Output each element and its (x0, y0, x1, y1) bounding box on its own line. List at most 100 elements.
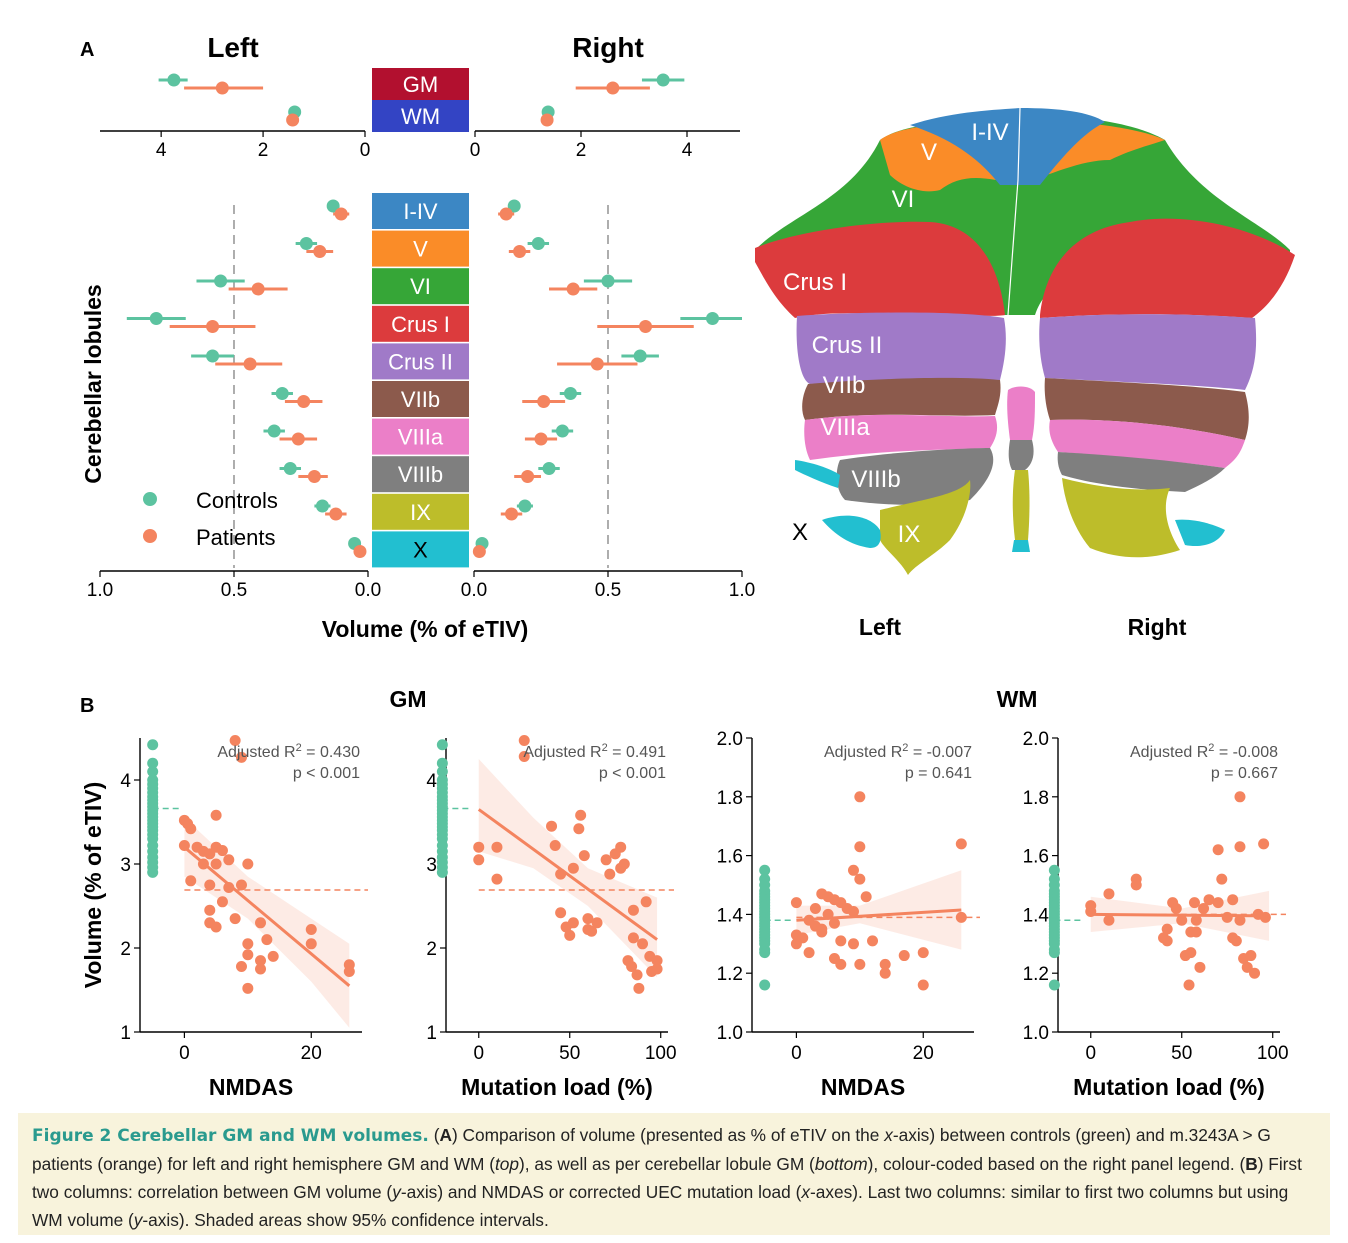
point-controls (563, 387, 577, 400)
top-left-plot: 4 2 0 (100, 73, 370, 161)
caption-italic: x (884, 1125, 893, 1145)
control-point (147, 757, 159, 769)
point-patients (251, 282, 265, 296)
patient-point (640, 896, 652, 908)
control-point (759, 979, 771, 991)
y-tick-label: 3 (426, 855, 437, 876)
legend-controls-marker (143, 492, 157, 506)
x-tick-label: 0.0 (461, 580, 487, 601)
patient-point (854, 873, 866, 885)
patient-point (1234, 791, 1246, 803)
control-point (759, 947, 771, 959)
patient-point (578, 850, 590, 862)
point-controls (275, 387, 289, 400)
bottom-left-plot: 1.0 0.5 0.0 (87, 199, 381, 601)
patient-point (854, 841, 866, 853)
patient-point (626, 960, 638, 972)
legend-controls-label: Controls (196, 488, 278, 513)
patient-point (1176, 914, 1188, 926)
y-tick-label: 2.0 (1023, 729, 1049, 750)
y-tick-label: 4 (426, 771, 437, 792)
top-right-plot: 0 2 4 (470, 73, 740, 161)
x-tick-label: 100 (645, 1043, 677, 1064)
patient-point (847, 864, 859, 876)
patient-point (586, 925, 598, 937)
lobule-box-text: VIIIb (398, 462, 443, 487)
point-controls (706, 312, 720, 325)
caption-title: Figure 2 Cerebellar GM and WM volumes. (32, 1126, 429, 1146)
point-controls (601, 274, 615, 288)
patient-point (255, 955, 267, 967)
control-point (759, 864, 771, 876)
lobule-box-x (372, 531, 469, 568)
confidence-band (796, 870, 962, 950)
point-patients (291, 432, 305, 446)
patient-point (242, 982, 254, 994)
regression-line (477, 808, 658, 941)
left-hemisphere-title: Left (207, 32, 258, 63)
lobule-x-vermis-region (1012, 540, 1030, 552)
point-patients (540, 113, 554, 127)
point-patients (286, 113, 300, 127)
patient-point (809, 903, 821, 915)
patient-point (255, 963, 267, 975)
point-controls (167, 73, 181, 87)
map-label-viiib: VIIIb (851, 466, 900, 493)
point-patients (639, 320, 653, 333)
point-controls (531, 237, 545, 250)
x-tick-label: 20 (301, 1043, 322, 1064)
patient-point (615, 841, 627, 853)
patient-point (223, 854, 235, 866)
regression-line (183, 846, 351, 987)
patient-point (790, 897, 802, 909)
annotation-r2: Adjusted R2 = 0.430 (217, 742, 360, 761)
control-point (147, 739, 159, 751)
caption-text: ), colour-coded based on the right panel… (867, 1154, 1246, 1174)
annotation-r2: Adjusted R2 = -0.008 (1130, 742, 1278, 761)
point-patients (297, 395, 311, 408)
annotation-r2-value: = -0.007 (908, 744, 972, 761)
patient-point (255, 917, 267, 929)
right-hemisphere-title: Right (572, 32, 644, 63)
patient-point (305, 938, 317, 950)
patient-point (573, 823, 585, 835)
map-label-ix: IX (898, 521, 921, 548)
map-label-vi: VI (892, 186, 915, 213)
caption-text: -axis). Shaded areas show 95% confidence… (142, 1210, 549, 1230)
patient-point (898, 950, 910, 962)
lobule-crus-ii-left-region (796, 312, 1006, 384)
annotation-superscript: 2 (602, 742, 608, 754)
point-patients (505, 507, 519, 521)
annotation-r2-value: = 0.491 (608, 744, 666, 761)
patient-point (216, 896, 228, 908)
lobule-box-text: IX (410, 500, 431, 525)
patient-point (604, 868, 616, 880)
patient-point (828, 917, 840, 929)
patient-point (235, 960, 247, 972)
y-tick-label: 1.6 (1023, 847, 1049, 868)
patient-point (242, 949, 254, 961)
y-tick-label: 1.4 (717, 905, 744, 926)
x-tick-label: 50 (1171, 1043, 1192, 1064)
point-controls (267, 424, 281, 438)
patient-point (1221, 911, 1233, 923)
patient-point (185, 875, 197, 887)
lobule-viib-right-region (1044, 378, 1249, 440)
annotation-r2: Adjusted R2 = 0.491 (523, 742, 666, 761)
annotation-r2-value: = -0.008 (1214, 744, 1278, 761)
lobule-box-text: Crus I (391, 312, 450, 337)
vermis-midline (1007, 107, 1021, 316)
x-tick-label: 0.5 (221, 580, 247, 601)
gm-wm-label-column: GM WM (372, 68, 469, 132)
gm-section-title: GM (389, 686, 426, 712)
y-tick-label: 1.2 (1023, 964, 1049, 985)
patient-point (216, 845, 228, 857)
lobule-box-vi (372, 268, 469, 305)
x-tick-label: 0 (791, 1043, 802, 1064)
x-tick-label: 20 (913, 1043, 934, 1064)
patient-point (847, 905, 859, 917)
y-tick-label: 1.8 (717, 788, 743, 809)
patient-point (1185, 947, 1197, 959)
annotation-superscript: 2 (1208, 742, 1214, 754)
regression-line (796, 908, 962, 922)
